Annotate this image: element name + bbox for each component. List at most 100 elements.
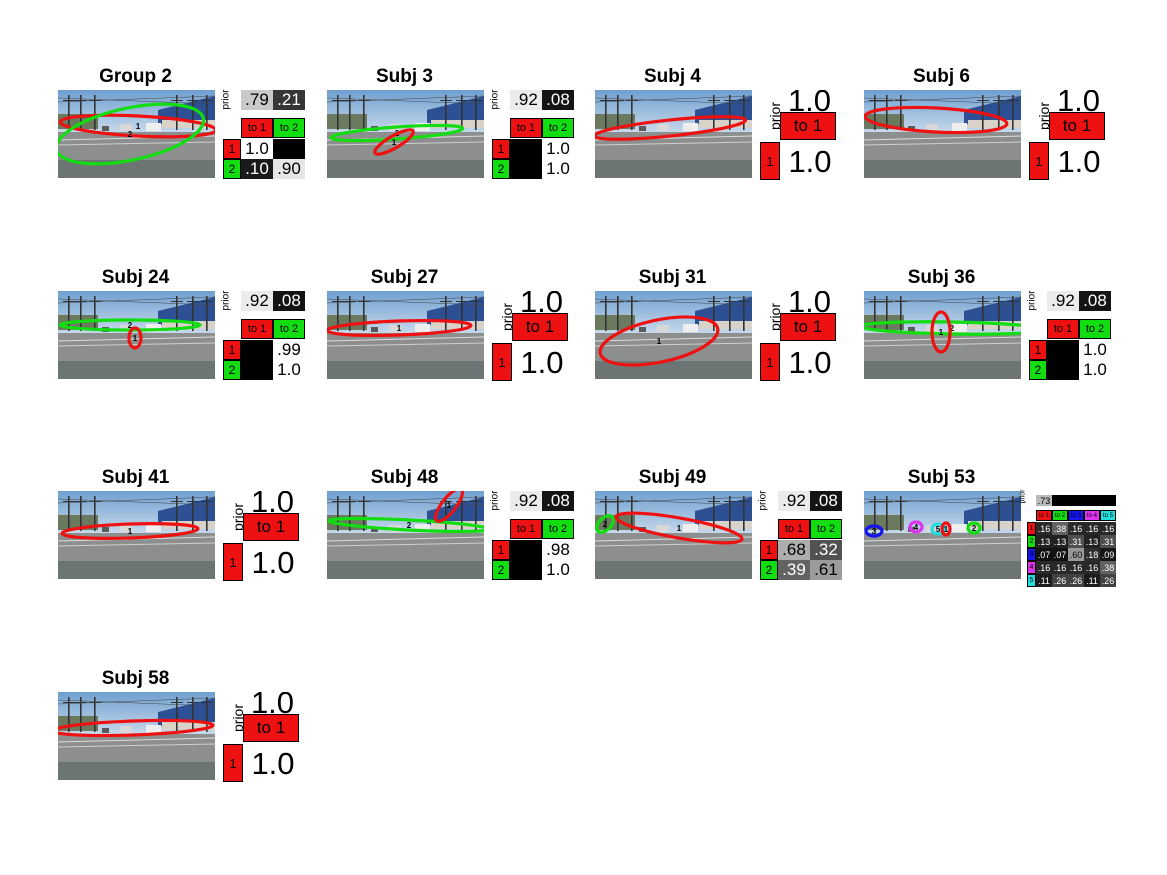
street-scene-image: 12 [58, 90, 215, 178]
transition-cell-2-2: 1.0 [1079, 360, 1111, 380]
cluster-2-label: 2 [950, 324, 955, 333]
cluster-1-label: 1 [397, 324, 402, 333]
cluster-2-ellipse [966, 521, 982, 535]
header-to-1: to 1 [1036, 510, 1052, 521]
panel-title: Subj 6 [912, 66, 970, 87]
transition-cell-5-3: .26 [1068, 574, 1084, 587]
cluster-1-label: 1 [447, 501, 452, 510]
transition-cell-4-2: .16 [1052, 561, 1068, 574]
cluster-4-ellipse [908, 520, 924, 534]
row-label-2: 2 [1029, 360, 1047, 380]
header-to-1: to 1 [780, 313, 836, 341]
row-label-3: 3 [1027, 548, 1036, 561]
transition-value: 1.0 [244, 746, 302, 782]
header-to-2: to 2 [1079, 319, 1111, 339]
cluster-1-ellipse [58, 718, 215, 738]
transition-cell-5-5: .26 [1100, 574, 1116, 587]
header-to-1: to 1 [778, 519, 810, 539]
row-label-2: 2 [1027, 535, 1036, 548]
panel-title: Subj 31 [638, 267, 707, 288]
prior-cell-1: .92 [241, 291, 273, 311]
transition-cell-1-2: 1.0 [1079, 340, 1111, 360]
prior-label: prior [220, 290, 232, 311]
cluster-2-label: 2 [603, 520, 608, 529]
header-to-2: to 2 [273, 319, 305, 339]
transition-cell-2-2: .61 [810, 560, 842, 580]
transition-value: 1.0 [781, 144, 839, 180]
header-to-1: to 1 [1049, 112, 1105, 140]
cluster-1-label: 1 [939, 328, 944, 337]
transition-cell-1-1 [241, 340, 273, 360]
row-label-2: 2 [760, 560, 778, 580]
transition-cell-2-1: .10 [241, 159, 273, 179]
transition-value: 1.0 [244, 545, 302, 581]
prior-cell-5 [1100, 495, 1116, 506]
header-to-1: to 1 [1047, 319, 1079, 339]
transition-cell-4-3: .16 [1068, 561, 1084, 574]
cluster-1-label: 1 [128, 527, 133, 536]
subject-panel: Subj 49 1 2 prior .92 to 1.08 to 2 1.68.32 2.39.… [595, 467, 845, 597]
panel-title: Subj 3 [375, 66, 433, 87]
cluster-5-ellipse [930, 522, 946, 536]
prior-cell-3 [1068, 495, 1084, 506]
cluster-3-label: 3 [872, 527, 877, 536]
transition-cell-1-2: .32 [810, 540, 842, 560]
row-label-2: 2 [223, 159, 241, 179]
row-label-1: 1 [760, 343, 780, 381]
prior-label: prior [220, 89, 232, 110]
prior-value: 1.0 [245, 692, 300, 714]
prior-cell-1: .73 [1036, 495, 1052, 506]
header-to-1: to 1 [243, 513, 299, 541]
transition-value: 1.0 [513, 345, 571, 381]
transition-cell-4-4: .16 [1084, 561, 1100, 574]
row-label-2: 2 [492, 560, 510, 580]
transition-cell-1-1: 1.0 [241, 139, 273, 159]
prior-value: 1.0 [782, 291, 837, 313]
prior-cell-2: .08 [810, 491, 842, 511]
street-scene-image [595, 90, 752, 178]
cluster-1-label: 1 [133, 334, 138, 343]
transition-cell-3-3: .60 [1068, 548, 1084, 561]
transition-value: 1.0 [781, 345, 839, 381]
panel-title: Subj 36 [907, 267, 976, 288]
prior-cell-1: .92 [510, 491, 542, 511]
prior-cell-1: .92 [510, 90, 542, 110]
row-label-2: 2 [223, 360, 241, 380]
transition-cell-1-4: .16 [1084, 522, 1100, 535]
header-to-1: to 1 [243, 714, 299, 742]
header-to-1: to 1 [241, 319, 273, 339]
transition-cell-2-2: .13 [1052, 535, 1068, 548]
row-label-1: 1 [760, 142, 780, 180]
transition-cell-3-2: .07 [1052, 548, 1068, 561]
transition-cell-4-5: .38 [1100, 561, 1116, 574]
transition-cell-2-4: .13 [1084, 535, 1100, 548]
transition-cell-1-2: .99 [273, 340, 305, 360]
prior-label: prior [1026, 290, 1038, 311]
transition-cell-3-4: .18 [1084, 548, 1100, 561]
row-label-5: 5 [1027, 574, 1036, 587]
subject-panel: Subj 58 prior 1.0 to 1 1 1.0 [58, 668, 308, 798]
prior-label: prior [489, 89, 501, 110]
cluster-1-ellipse [595, 115, 748, 141]
cluster-1-ellipse [58, 113, 215, 139]
transition-cell-5-2: .26 [1052, 574, 1068, 587]
panel-title: Subj 48 [370, 467, 439, 488]
cluster-2-label: 2 [407, 521, 412, 530]
subject-panel: Subj 6 prior 1.0 to 1 1 1.0 [864, 66, 1114, 196]
row-label-1: 1 [492, 343, 512, 381]
street-scene-image: 21 [58, 291, 215, 379]
prior-value: 1.0 [514, 291, 569, 313]
prior-cell-1: .92 [1047, 291, 1079, 311]
cluster-2-ellipse [595, 514, 615, 534]
subject-panel: Subj 27 1 prior 1.0 to 1 1 1.0 [327, 267, 577, 397]
row-label-1: 1 [492, 540, 510, 560]
subject-panel: Subj 53 3 4 5 1 2 prior .73 to 1 to 2 to 3 to 4 to 5… [864, 467, 1116, 597]
prior-cell-2: .08 [273, 291, 305, 311]
prior-label: prior [1019, 489, 1027, 504]
subject-panel: Subj 41 1 prior 1.0 to 1 1 1.0 [58, 467, 308, 597]
subject-panel: Subj 3 2 1 prior .92 to 1.08 to 2 1 1.0 2 1.0 [327, 66, 577, 196]
transition-cell-2-2: .90 [273, 159, 305, 179]
row-label-1: 1 [223, 744, 243, 782]
